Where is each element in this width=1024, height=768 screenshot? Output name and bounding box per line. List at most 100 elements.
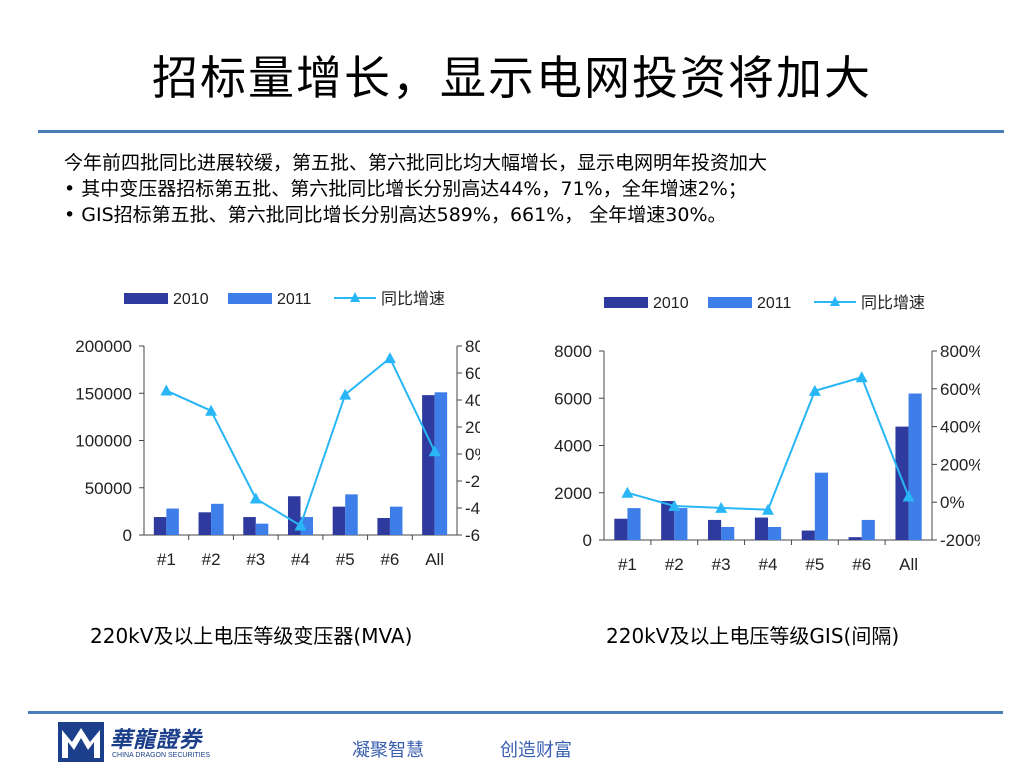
right-axis-tick-label: -40% <box>465 499 480 518</box>
bar-2011 <box>389 506 403 535</box>
right-axis-tick-label: -20% <box>465 472 480 491</box>
left-axis-tick-label: 100000 <box>75 432 132 451</box>
legend-swatch-2011 <box>228 293 272 304</box>
x-axis-category-label: #4 <box>291 550 310 569</box>
right-axis-tick-label: 800% <box>940 342 980 361</box>
x-axis-category-label: All <box>899 555 918 574</box>
bar-2010 <box>377 517 390 535</box>
gis-chart-caption: 220kV及以上电压等级GIS(间隔) <box>606 624 900 648</box>
legend-label-growth: 同比增速 <box>861 294 925 312</box>
left-axis-tick-label: 50000 <box>85 479 132 498</box>
right-axis-tick-label: -60% <box>465 526 480 545</box>
right-axis-tick-label: 20% <box>465 418 480 437</box>
growth-point <box>715 501 728 513</box>
x-axis-category-label: #6 <box>380 550 399 569</box>
slogan-part-2: 创造财富 <box>500 740 572 761</box>
slide-title: 招标量增长，显示电网投资将加大 <box>152 51 872 105</box>
bar-2011 <box>861 519 875 540</box>
right-axis-tick-label: 40% <box>465 391 480 410</box>
growth-point <box>205 404 218 416</box>
left-axis-tick-label: 6000 <box>554 389 592 408</box>
dragon-logo-icon <box>58 722 104 762</box>
x-axis-category-label: #2 <box>202 550 221 569</box>
growth-point <box>668 499 681 511</box>
bar-2010 <box>754 517 768 540</box>
right-axis-tick-label: 60% <box>465 364 480 383</box>
growth-point <box>383 352 396 364</box>
left-axis-tick-label: 0 <box>583 531 592 550</box>
legend-swatch-2010 <box>604 297 648 308</box>
bar-2011 <box>211 503 224 535</box>
bar-2010 <box>801 530 815 540</box>
x-axis-category-label: #3 <box>712 555 731 574</box>
bar-2010 <box>153 517 167 535</box>
legend-label-2010: 2010 <box>173 291 209 308</box>
right-axis-tick-label: 400% <box>940 418 980 437</box>
growth-point <box>249 492 262 504</box>
left-axis-tick-label: 150000 <box>75 384 132 403</box>
bar-2011 <box>345 494 358 535</box>
right-axis-tick-label: 80% <box>465 337 480 356</box>
growth-point <box>808 384 821 396</box>
bar-2011 <box>814 472 828 540</box>
bullet-gis: • GIS招标第五批、第六批同比增长分别高达589%，661%， 全年增速30%… <box>64 204 727 226</box>
bar-2011 <box>908 393 922 540</box>
left-axis-tick-label: 2000 <box>554 484 592 503</box>
legend-swatch-2011 <box>708 297 752 308</box>
transformer-chart-caption: 220kV及以上电压等级变压器(MVA) <box>90 624 413 648</box>
bullet-transformer: • 其中变压器招标第五批、第六批同比增长分别高达44%，71%，全年增速2%； <box>64 178 747 200</box>
gis-chart: 2010 2011 同比增速 0 2000 4000 6000 8000 -200% 0% 200%… <box>554 294 980 574</box>
x-axis-category-label: All <box>425 550 444 569</box>
growth-point <box>428 445 441 457</box>
company-logo: 華龍證券 CHINA DRAGON SECURITIES <box>58 722 218 764</box>
legend-label-growth: 同比增速 <box>381 290 445 308</box>
bar-2010 <box>895 426 909 540</box>
legend-marker-growth <box>830 296 840 306</box>
bar-2010 <box>848 537 862 540</box>
left-axis-tick-label: 8000 <box>554 342 592 361</box>
bar-2010 <box>422 395 435 535</box>
bar-2011 <box>627 508 641 540</box>
bar-2010 <box>198 512 212 535</box>
growth-point <box>294 519 307 531</box>
growth-point <box>339 388 352 400</box>
logo-english-name: CHINA DRAGON SECURITIES <box>112 752 211 759</box>
x-axis-category-label: #5 <box>336 550 355 569</box>
legend-label-2011: 2011 <box>757 295 792 312</box>
growth-point <box>621 486 634 498</box>
right-axis-tick-label: -200% <box>940 531 980 550</box>
growth-point <box>160 384 173 396</box>
bar-2010 <box>708 519 722 540</box>
left-axis-tick-label: 0 <box>123 526 132 545</box>
x-axis-category-label: #1 <box>618 555 637 574</box>
logo-chinese-name: 華龍證券 <box>110 727 203 753</box>
body-text: 今年前四批同比进展较缓，第五批、第六批同比均大幅增长，显示电网明年投资加大 • … <box>64 150 994 228</box>
bar-2011 <box>166 508 179 535</box>
right-axis-tick-label: 600% <box>940 380 980 399</box>
intro-text: 今年前四批同比进展较缓，第五批、第六批同比均大幅增长，显示电网明年投资加大 <box>64 152 768 174</box>
bar-2010 <box>243 517 256 535</box>
right-axis-tick-label: 0% <box>465 445 480 464</box>
x-axis-category-label: #1 <box>157 550 176 569</box>
slogan-part-1: 凝聚智慧 <box>352 740 424 761</box>
bar-2011 <box>768 527 782 540</box>
legend-swatch-2010 <box>124 293 168 304</box>
legend-label-2010: 2010 <box>653 295 689 312</box>
left-axis-tick-label: 200000 <box>75 337 132 356</box>
bar-2011 <box>255 523 269 535</box>
title-divider <box>38 130 1004 133</box>
right-axis-tick-label: 200% <box>940 455 980 474</box>
legend-marker-growth <box>350 292 360 302</box>
growth-point <box>902 490 915 502</box>
bar-2011 <box>721 527 735 540</box>
growth-line <box>627 376 910 511</box>
x-axis-category-label: #6 <box>852 555 871 574</box>
right-axis-tick-label: 0% <box>940 493 965 512</box>
bar-2011 <box>434 392 448 535</box>
x-axis-category-label: #5 <box>805 555 824 574</box>
growth-point <box>762 503 774 515</box>
footer-divider <box>28 711 1003 714</box>
growth-point <box>855 371 868 383</box>
transformer-chart: 2010 2011 同比增速 0 50000 100000 150000 200000 -60%… <box>75 290 480 569</box>
x-axis-category-label: #2 <box>665 555 684 574</box>
